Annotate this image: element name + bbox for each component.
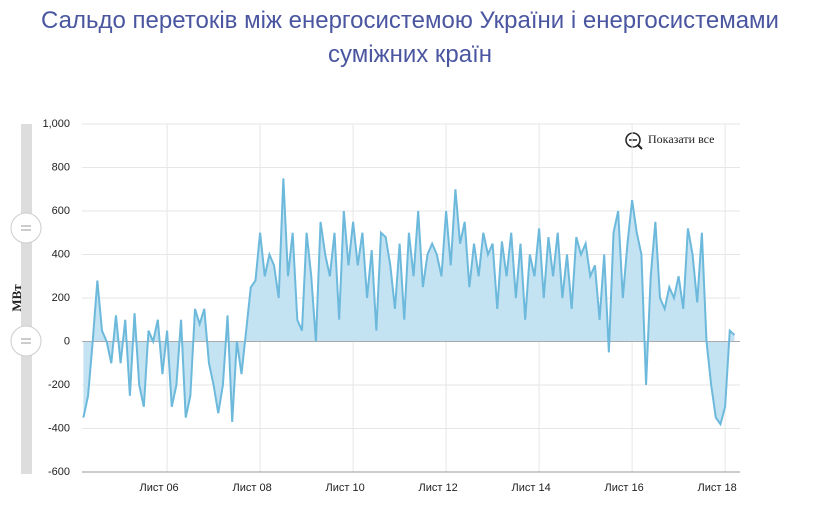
y-tick-label: 200 bbox=[52, 292, 70, 304]
chart-title: Сальдо перетоків між енергосистемою Укра… bbox=[41, 7, 779, 68]
x-tick-label: Лист 10 bbox=[326, 482, 365, 494]
y-tick-label: -200 bbox=[48, 379, 70, 391]
navigator-handle[interactable] bbox=[10, 325, 42, 357]
y-tick-label: 0 bbox=[64, 335, 70, 347]
y-tick-label: 400 bbox=[52, 248, 70, 260]
y-tick-label: -600 bbox=[48, 466, 70, 478]
area-fill bbox=[83, 178, 735, 425]
x-tick-label: Лист 18 bbox=[698, 482, 737, 494]
x-tick-label: Лист 08 bbox=[233, 482, 272, 494]
line bbox=[82, 178, 736, 427]
y-tick-label: 1,000 bbox=[42, 118, 70, 130]
x-tick-label: Лист 12 bbox=[419, 482, 458, 494]
x-tick-label: Лист 06 bbox=[139, 482, 178, 494]
navigator-handle[interactable] bbox=[10, 212, 42, 244]
reset-zoom-button[interactable]: Показати все bbox=[625, 132, 714, 150]
navigator-track bbox=[21, 124, 32, 474]
x-tick-label: Лист 16 bbox=[605, 482, 644, 494]
reset-zoom-label[interactable]: Показати все bbox=[648, 132, 714, 146]
y-tick-label: 600 bbox=[52, 205, 70, 217]
y-tick-label: -400 bbox=[48, 422, 70, 434]
x-tick-label: Лист 14 bbox=[512, 482, 551, 494]
y-axis-title: МВт bbox=[9, 284, 24, 312]
y-tick-label: 800 bbox=[52, 161, 70, 173]
